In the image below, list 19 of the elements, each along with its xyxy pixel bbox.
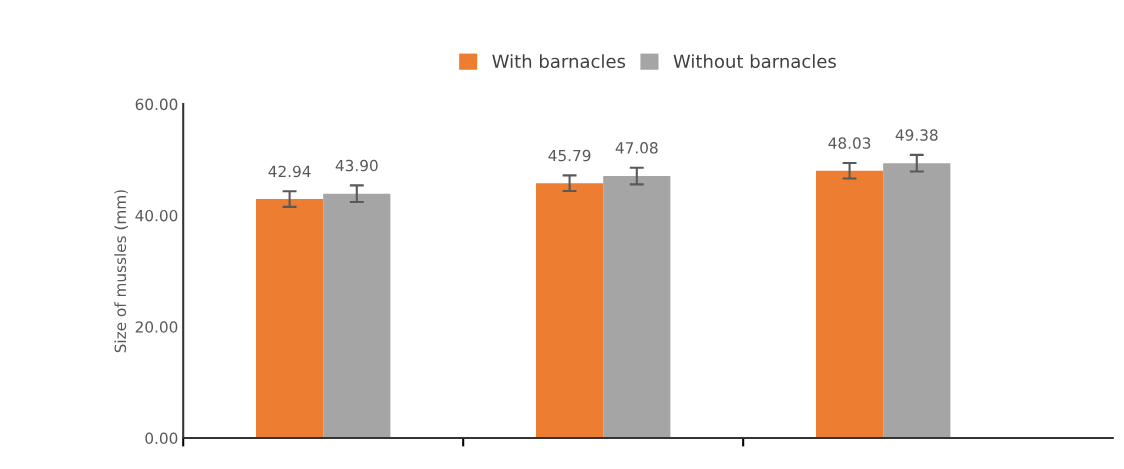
data-label: 47.08 xyxy=(615,142,658,154)
y-tick-label: 40.00 xyxy=(135,209,178,222)
legend-label: Without barnacles xyxy=(673,54,836,69)
data-label: 49.38 xyxy=(895,129,938,141)
legend-label: With barnacles xyxy=(492,54,626,69)
bar xyxy=(603,176,671,439)
bar xyxy=(323,193,391,439)
y-tick-label: 0.00 xyxy=(145,432,178,445)
y-axis-title: Size of mussles (mm) xyxy=(114,190,128,353)
y-tick-label: 20.00 xyxy=(135,321,178,333)
data-label: 43.90 xyxy=(335,159,378,172)
bar xyxy=(883,163,951,439)
bar xyxy=(535,183,604,439)
y-tick-label: 60.00 xyxy=(135,98,178,111)
bar xyxy=(256,199,324,439)
data-label: 45.79 xyxy=(548,149,591,162)
bar xyxy=(815,170,884,439)
data-label: 48.03 xyxy=(828,137,871,149)
data-label: 42.94 xyxy=(268,165,311,178)
